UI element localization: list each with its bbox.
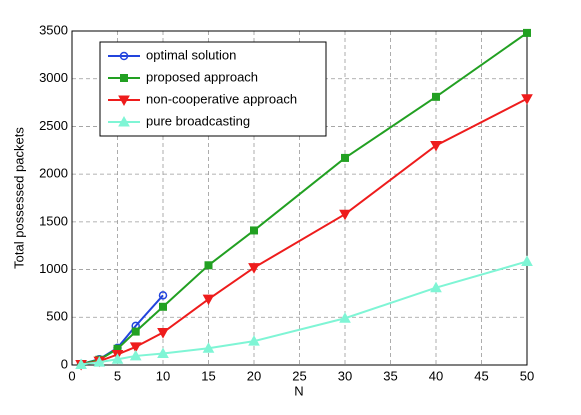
marker — [93, 356, 106, 367]
y-tick-label: 1500 — [39, 213, 68, 228]
x-tick-label: 10 — [156, 368, 170, 383]
series-line — [80, 32, 528, 366]
marker — [157, 347, 169, 359]
y-tick-label: 2000 — [39, 166, 68, 181]
marker — [129, 349, 142, 361]
marker — [521, 255, 533, 266]
marker — [202, 294, 215, 306]
y-tick-label: 3000 — [39, 70, 68, 85]
plot-frame — [71, 30, 528, 366]
marker — [204, 261, 213, 270]
legend-box — [99, 41, 327, 137]
marker — [159, 302, 167, 311]
marker — [250, 226, 258, 235]
marker — [430, 281, 442, 293]
marker — [118, 115, 130, 127]
marker — [120, 74, 128, 82]
legend-label: proposed approach — [146, 69, 258, 84]
x-tick-label: 45 — [474, 368, 488, 383]
marker — [341, 153, 349, 162]
y-axis-label: Total possessed packets — [11, 127, 26, 269]
marker — [248, 263, 260, 274]
marker — [339, 209, 351, 221]
marker — [129, 342, 142, 353]
marker — [119, 51, 129, 61]
legend-label: pure broadcasting — [146, 113, 250, 128]
y-tick-label: 3500 — [39, 22, 68, 37]
series-line — [80, 260, 528, 366]
marker — [158, 291, 168, 300]
x-tick-label: 50 — [520, 368, 534, 383]
x-tick-label: 40 — [429, 368, 443, 383]
y-tick-label: 500 — [46, 309, 68, 324]
y-tick-label: 0 — [61, 356, 68, 371]
x-tick-label: 30 — [338, 368, 352, 383]
x-tick-label: 0 — [68, 368, 75, 383]
marker — [111, 353, 124, 364]
x-tick-label: 5 — [114, 368, 121, 383]
legend-label: optimal solution — [146, 47, 236, 62]
x-tick-label: 15 — [201, 368, 215, 383]
x-tick-label: 20 — [247, 368, 261, 383]
y-tick-label: 2500 — [39, 118, 68, 133]
marker — [202, 342, 215, 353]
marker — [523, 28, 531, 37]
marker — [248, 335, 260, 346]
marker — [521, 94, 533, 105]
x-axis-label: N — [294, 383, 303, 398]
marker — [432, 92, 440, 101]
x-tick-label: 25 — [292, 368, 306, 383]
y-tick-label: 1000 — [39, 261, 68, 276]
legend-label: non-cooperative approach — [146, 91, 297, 106]
marker — [131, 327, 140, 336]
marker — [430, 141, 442, 152]
series-line — [80, 97, 528, 366]
marker — [157, 328, 169, 339]
marker — [75, 358, 87, 370]
marker — [118, 95, 130, 107]
marker — [339, 312, 351, 323]
x-tick-label: 35 — [383, 368, 397, 383]
